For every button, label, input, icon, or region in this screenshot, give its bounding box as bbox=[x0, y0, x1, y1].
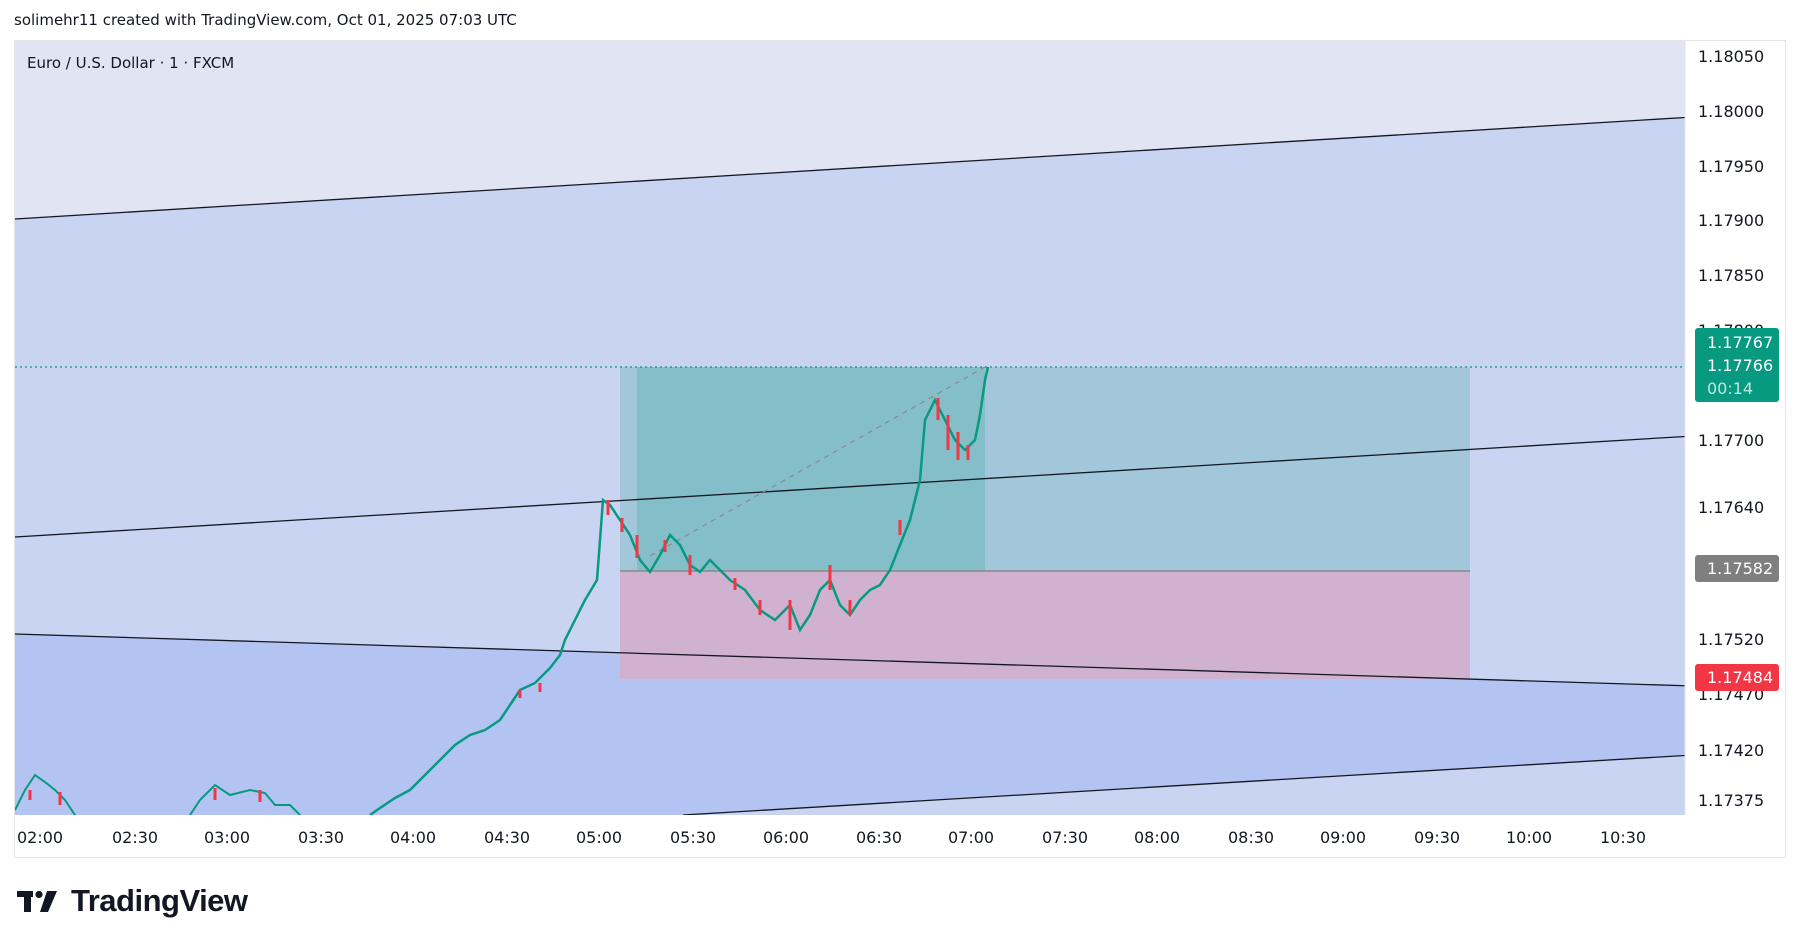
svg-text:10:30: 10:30 bbox=[1600, 828, 1646, 847]
channel-line-3 bbox=[15, 633, 1685, 687]
channel-line-2 bbox=[15, 435, 1685, 538]
svg-text:08:30: 08:30 bbox=[1228, 828, 1274, 847]
chart-frame bbox=[14, 40, 1786, 858]
tradingview-logo[interactable]: TradingView bbox=[17, 883, 248, 919]
svg-text:09:00: 09:00 bbox=[1320, 828, 1366, 847]
entry-price-tag: 1.17582 bbox=[1695, 555, 1779, 582]
last-price-value: 1.17767 bbox=[1707, 333, 1774, 352]
svg-text:09:30: 09:30 bbox=[1414, 828, 1460, 847]
tradingview-logo-icon bbox=[17, 890, 57, 912]
svg-text:1.17700: 1.17700 bbox=[1698, 431, 1764, 450]
svg-text:04:30: 04:30 bbox=[484, 828, 530, 847]
close-price-value: 1.17766 bbox=[1707, 356, 1774, 375]
svg-text:06:30: 06:30 bbox=[856, 828, 902, 847]
svg-text:1.17900: 1.17900 bbox=[1698, 211, 1764, 230]
loss-zone bbox=[620, 571, 1470, 679]
candlesticks bbox=[15, 366, 990, 815]
svg-text:1.17520: 1.17520 bbox=[1698, 630, 1764, 649]
channel-line-4 bbox=[682, 754, 1685, 815]
svg-text:03:30: 03:30 bbox=[298, 828, 344, 847]
svg-text:1.18000: 1.18000 bbox=[1698, 102, 1764, 121]
svg-text:07:30: 07:30 bbox=[1042, 828, 1088, 847]
last-price-tag: 1.17767 1.17766 00:14 bbox=[1695, 328, 1779, 402]
svg-text:1.17640: 1.17640 bbox=[1698, 498, 1764, 517]
svg-text:03:00: 03:00 bbox=[204, 828, 250, 847]
symbol-title: Euro / U.S. Dollar · 1 · FXCM bbox=[27, 54, 235, 72]
time-axis[interactable]: 02:00 02:30 03:00 03:30 04:00 04:30 05:0… bbox=[17, 828, 1646, 847]
svg-text:05:00: 05:00 bbox=[576, 828, 622, 847]
attribution-text: solimehr11 created with TradingView.com,… bbox=[14, 11, 517, 29]
channel-line-1 bbox=[15, 116, 1685, 220]
bar-countdown: 00:14 bbox=[1707, 379, 1754, 398]
stop-price-tag: 1.17484 bbox=[1695, 664, 1779, 691]
logo-text: TradingView bbox=[71, 883, 248, 918]
svg-text:06:00: 06:00 bbox=[763, 828, 809, 847]
svg-text:10:00: 10:00 bbox=[1506, 828, 1552, 847]
svg-text:1.17850: 1.17850 bbox=[1698, 266, 1764, 285]
svg-text:08:00: 08:00 bbox=[1134, 828, 1180, 847]
svg-text:1.18050: 1.18050 bbox=[1698, 47, 1764, 66]
svg-text:02:30: 02:30 bbox=[112, 828, 158, 847]
svg-text:02:00: 02:00 bbox=[17, 828, 63, 847]
plot-area[interactable] bbox=[15, 41, 1693, 815]
svg-text:1.17375: 1.17375 bbox=[1698, 791, 1764, 810]
svg-text:1.17950: 1.17950 bbox=[1698, 157, 1764, 176]
svg-text:07:00: 07:00 bbox=[948, 828, 994, 847]
svg-text:04:00: 04:00 bbox=[390, 828, 436, 847]
svg-text:05:30: 05:30 bbox=[670, 828, 716, 847]
svg-text:1.17420: 1.17420 bbox=[1698, 741, 1764, 760]
